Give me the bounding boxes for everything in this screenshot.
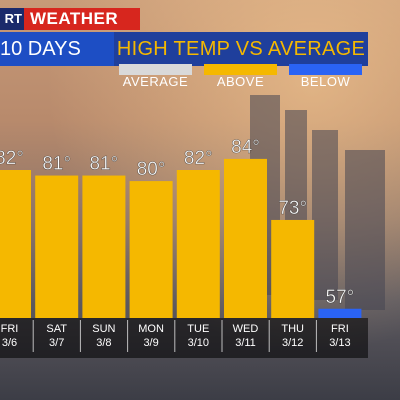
temperature-bar [318,308,362,318]
x-tick-date: 3/9 [143,337,158,349]
bar-value-label: 82° [184,148,213,169]
x-tick-day: SAT [46,323,67,335]
temperature-bar [224,158,267,318]
temperature-bar [35,175,79,318]
temperature-bar [82,175,126,318]
logo-prefix: RT [0,8,24,30]
bar-value-label: 84° [231,137,260,158]
bar-value-label: 82° [0,148,24,169]
x-tick-day: WED [233,323,259,335]
skyline-building [312,130,338,300]
x-tick-day: MON [138,323,164,335]
skyline-building [345,150,385,310]
x-axis-band [0,318,368,358]
temperature-bar [129,181,173,318]
x-tick-date: 3/6 [2,337,17,349]
legend-average-swatch [119,64,192,75]
legend-above-label: ABOVE [216,74,265,89]
legend-average-label: AVERAGE [122,74,189,89]
chart-title: HIGH TEMP VS AVERAGE [114,32,368,66]
temperature-bar [176,170,220,318]
x-tick-day: THU [281,323,304,335]
x-tick-date: 3/7 [49,337,64,349]
bar-value-label: 80° [137,159,166,180]
bar-value-label: 57° [326,287,355,308]
x-tick-date: 3/10 [188,337,209,349]
x-tick-day: SUN [92,323,115,335]
x-tick-date: 3/12 [282,337,303,349]
temperature-bar [0,170,31,318]
x-tick-day: FRI [1,323,19,335]
legend-above-swatch [204,64,277,75]
bar-value-label: 73° [278,198,307,219]
x-tick-day: TUE [187,323,209,335]
forecast-range-label: 10 DAYS [0,32,114,66]
x-tick-date: 3/8 [96,337,111,349]
bar-value-label: 81° [90,154,119,175]
temperature-bar [271,219,315,318]
x-tick-date: 3/13 [329,337,350,349]
legend-below-label: BELOW [300,74,351,89]
legend-below-swatch [289,64,362,75]
x-tick-date: 3/11 [235,337,256,349]
x-tick-day: FRI [331,323,349,335]
logo-weather-text: WEATHER [24,8,140,30]
station-logo: RT WEATHER [0,8,140,30]
bar-value-label: 81° [42,154,71,175]
